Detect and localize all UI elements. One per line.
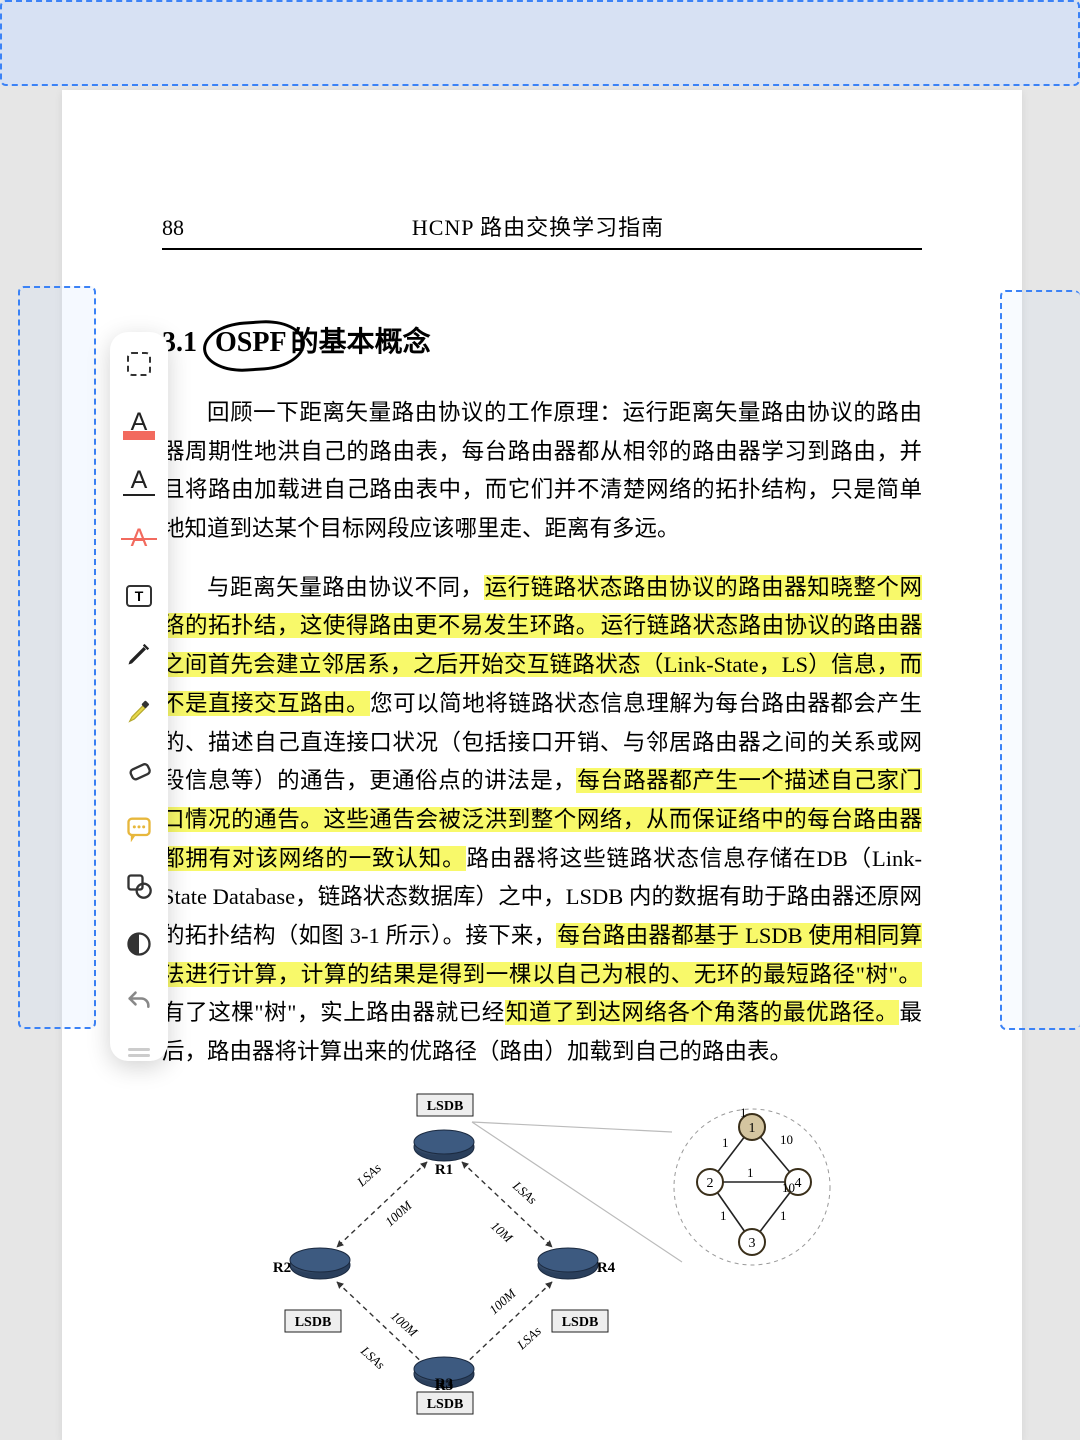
figure-caption: 图 3-1 每台路由器都拥有相同的 LSDB	[162, 1434, 922, 1440]
paragraph-2: 与距离矢量路由协议不同，运行链路状态路由协议的路由器知晓整个网络的拓扑结，这使得…	[162, 569, 922, 1072]
svg-text:1: 1	[722, 1135, 729, 1150]
svg-text:1: 1	[780, 1208, 787, 1223]
tool-sticky-note[interactable]	[123, 812, 155, 844]
svg-text:LSAs: LSAs	[513, 1323, 544, 1353]
tool-text-highlight[interactable]: A	[123, 406, 155, 438]
svg-text:2: 2	[707, 1176, 714, 1191]
svg-text:4: 4	[795, 1176, 802, 1191]
svg-text:10: 10	[782, 1180, 795, 1195]
svg-text:1: 1	[747, 1165, 754, 1180]
svg-text:R3: R3	[435, 1378, 453, 1394]
svg-text:LSAs: LSAs	[509, 1177, 540, 1207]
tool-underline[interactable]: A	[123, 464, 155, 496]
svg-text:LSAs: LSAs	[357, 1342, 388, 1372]
svg-text:1: 1	[740, 1105, 747, 1120]
tool-dark-mode[interactable]	[123, 928, 155, 960]
highlight-5: 知道了到达网络各个角落的最优路径。	[505, 1000, 900, 1025]
lsdb-bottom: LSDB	[427, 1397, 464, 1412]
section-suffix: 的基本概念	[291, 327, 431, 358]
book-title: HCNP 路由交换学习指南	[184, 210, 892, 242]
tool-shapes[interactable]	[123, 870, 155, 902]
lsdb-left: LSDB	[295, 1315, 332, 1330]
annotation-toolbar: A A A T	[110, 332, 168, 1061]
tool-pen[interactable]	[123, 638, 155, 670]
svg-text:10M: 10M	[488, 1218, 517, 1246]
page-number: 88	[162, 215, 184, 241]
p2-text-4: 有了这棵"树"，实上路由器就已经	[162, 1000, 505, 1025]
section-heading: 3.1 OSPF的基本概念	[162, 320, 922, 360]
selection-banner-top	[0, 0, 1080, 86]
paragraph-1: 回顾一下距离矢量路由协议的工作原理：运行距离矢量路由协议的路由器周期性地洪自己的…	[162, 394, 922, 549]
lsdb-top: LSDB	[427, 1099, 464, 1114]
svg-text:1: 1	[720, 1208, 727, 1223]
svg-text:R1: R1	[435, 1162, 453, 1178]
document-page: 88 HCNP 路由交换学习指南 3.1 OSPF的基本概念 回顾一下距离矢量路…	[62, 90, 1022, 1440]
tool-undo[interactable]	[123, 986, 155, 1018]
tool-eraser[interactable]	[123, 754, 155, 786]
tool-textbox[interactable]: T	[123, 580, 155, 612]
svg-text:10: 10	[780, 1132, 793, 1147]
svg-text:3: 3	[749, 1236, 756, 1251]
svg-text:100M: 100M	[388, 1308, 421, 1340]
p2-text: 与距离矢量路由协议不同，	[207, 575, 484, 600]
svg-text:100M: 100M	[382, 1197, 415, 1229]
svg-text:R4: R4	[597, 1260, 616, 1276]
running-head: 88 HCNP 路由交换学习指南	[162, 210, 922, 250]
figure-3-1: LSDB LSDB LSDB LSDB LSAs 100M LSAs 10	[222, 1092, 862, 1422]
lsdb-right: LSDB	[562, 1315, 599, 1330]
svg-text:1: 1	[749, 1121, 756, 1136]
circled-keyword: OSPF	[211, 327, 291, 359]
svg-text:LSAs: LSAs	[353, 1160, 384, 1190]
toolbar-grip[interactable]	[128, 1048, 150, 1051]
svg-text:R2: R2	[273, 1260, 291, 1276]
svg-text:100M: 100M	[486, 1285, 519, 1317]
tool-select-rect[interactable]	[123, 348, 155, 380]
tool-marker[interactable]	[123, 696, 155, 728]
tool-strikethrough[interactable]: A	[123, 522, 155, 554]
